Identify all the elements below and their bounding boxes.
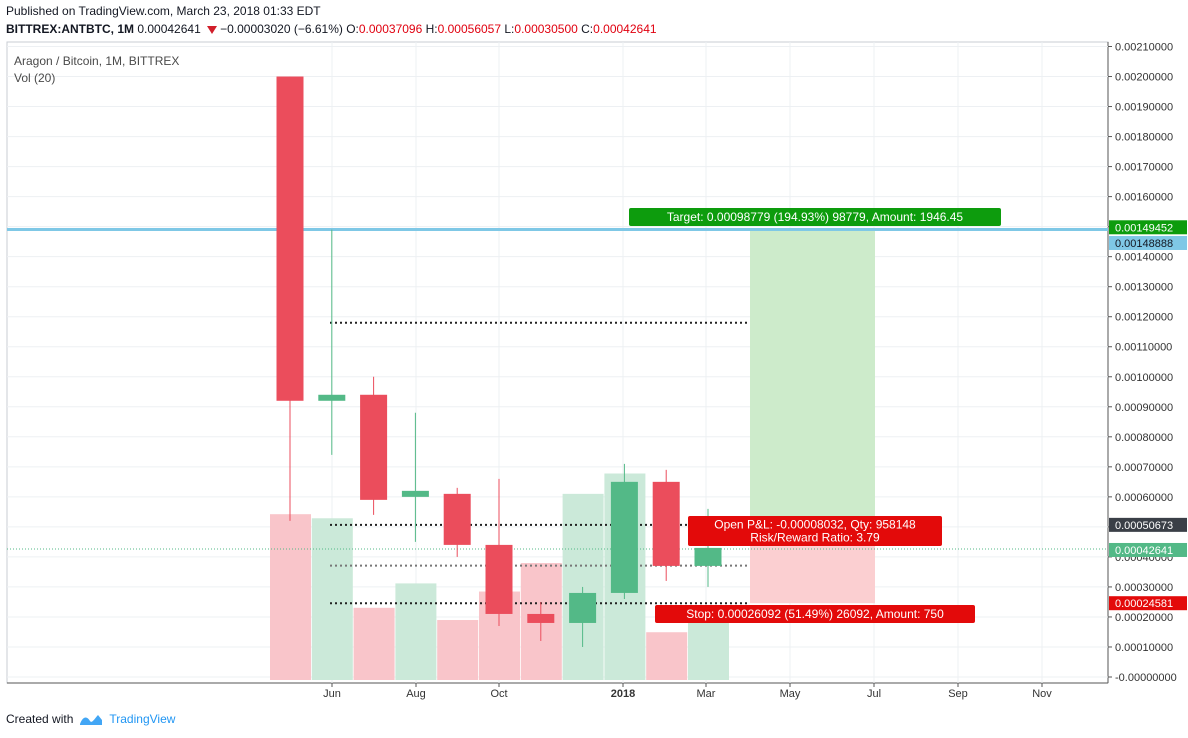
volume-bar: [353, 607, 395, 680]
candle-body: [527, 613, 555, 623]
target-zone: [750, 228, 875, 525]
last-price-label-bg: [1109, 542, 1187, 557]
price-tick-label: 0.00170000: [1115, 162, 1173, 174]
candle-body: [694, 547, 722, 566]
volume-bar: [395, 583, 437, 680]
time-tick-label: Nov: [1032, 688, 1052, 700]
volume-bar: [311, 518, 353, 680]
open-value: 0.00037096: [358, 22, 423, 36]
pnl-label-text: Open P&L: -0.00008032, Qty: 958148: [714, 518, 916, 532]
volume-bar: [437, 620, 479, 680]
hline-price-label: 0.00148888: [1115, 238, 1173, 250]
price-tick-label: 0.00070000: [1115, 462, 1173, 474]
target-price-label-bg: [1109, 220, 1187, 235]
price-tick-label: 0.00080000: [1115, 432, 1173, 444]
chart-title: Aragon / Bitcoin, 1M, BITTREX: [14, 54, 179, 68]
volume-legend: Vol (20): [14, 71, 55, 85]
price-tick-label: 0.00160000: [1115, 192, 1173, 204]
price-tick-label: -0.00000000: [1115, 672, 1177, 684]
candle-body: [318, 394, 346, 401]
ohlc-line: BITTREX:ANTBTC, 1M 0.00042641 −0.0000302…: [6, 22, 657, 36]
pnl-label-box: [688, 516, 942, 546]
candle-body: [610, 481, 638, 593]
volume-bar: [646, 632, 688, 680]
price-tick-label: 0.00020000: [1115, 612, 1173, 624]
price-tick-label: 0.00200000: [1115, 72, 1173, 84]
time-tick-label: Aug: [406, 688, 426, 700]
price-tick-label: 0.00180000: [1115, 132, 1173, 144]
symbol-label: BITTREX:ANTBTC, 1M: [6, 22, 134, 36]
candle-body: [652, 481, 680, 566]
time-tick-label: Oct: [490, 688, 507, 700]
stop-price-label-bg: [1109, 596, 1187, 611]
price-tick-label: 0.00060000: [1115, 492, 1173, 504]
price-tick-label: 0.00120000: [1115, 312, 1173, 324]
price-tick-label: 0.00100000: [1115, 372, 1173, 384]
tradingview-brand: TradingView: [109, 712, 176, 726]
price-tick-label: 0.00210000: [1115, 42, 1173, 54]
candle-body: [401, 490, 429, 497]
price-tick-label: 0.00130000: [1115, 282, 1173, 294]
last-price-label: 0.00042641: [1115, 545, 1173, 557]
candle-body: [569, 592, 597, 623]
pnl-label-text: Risk/Reward Ratio: 3.79: [750, 531, 880, 545]
published-line: Published on TradingView.com, March 23, …: [6, 4, 321, 18]
created-with-label: Created with: [6, 712, 74, 726]
price-tick-label: 0.00030000: [1115, 582, 1173, 594]
down-arrow-icon: [207, 26, 218, 34]
volume-bar: [562, 493, 604, 680]
price-tick-label: 0.00110000: [1115, 342, 1172, 354]
time-tick-label: Sep: [948, 688, 968, 700]
candle-body: [360, 394, 388, 500]
close-value: 0.00042641: [593, 22, 657, 36]
price-tick-label: 0.00090000: [1115, 402, 1173, 414]
high-value: 0.00056057: [437, 22, 502, 36]
target-label-box: [629, 208, 1001, 226]
time-tick-label: Jun: [323, 688, 341, 700]
close-label: C:: [581, 22, 594, 36]
price-tick-label: 0.00010000: [1115, 642, 1173, 654]
time-tick-label: 2018: [611, 688, 635, 700]
candle-body: [485, 544, 513, 614]
time-tick-label: Jul: [867, 688, 881, 700]
tradingview-logo-icon: [80, 715, 103, 725]
time-tick-label: May: [780, 688, 801, 700]
tradingview-link[interactable]: TradingView: [79, 712, 175, 726]
price-tick-label: 0.00140000: [1115, 252, 1173, 264]
low-label: L:: [504, 22, 515, 36]
target-label-text: Target: 0.00098779 (194.93%) 98779, Amou…: [667, 210, 964, 224]
high-label: H:: [425, 22, 438, 36]
target-price-label: 0.00149452: [1115, 222, 1173, 234]
time-tick-label: Mar: [697, 688, 716, 700]
last-price: 0.00042641: [137, 22, 201, 36]
entry-price-label-bg: [1109, 517, 1187, 532]
low-value: 0.00030500: [514, 22, 578, 36]
candle-body: [276, 76, 304, 401]
stop-label-box: [655, 605, 975, 623]
entry-price-label: 0.00050673: [1115, 520, 1173, 532]
hline-price-label-bg: [1109, 235, 1187, 250]
stop-label-text: Stop: 0.00026092 (51.49%) 26092, Amount:…: [686, 607, 944, 621]
price-tick-label: 0.00190000: [1115, 102, 1173, 114]
volume-bar: [270, 514, 311, 680]
candle-body: [443, 493, 471, 545]
footer: Created with TradingView: [6, 712, 175, 726]
price-change: −0.00003020 (−6.61%): [220, 22, 343, 36]
stop-price-label: 0.00024581: [1115, 598, 1173, 610]
open-label: O:: [346, 22, 359, 36]
